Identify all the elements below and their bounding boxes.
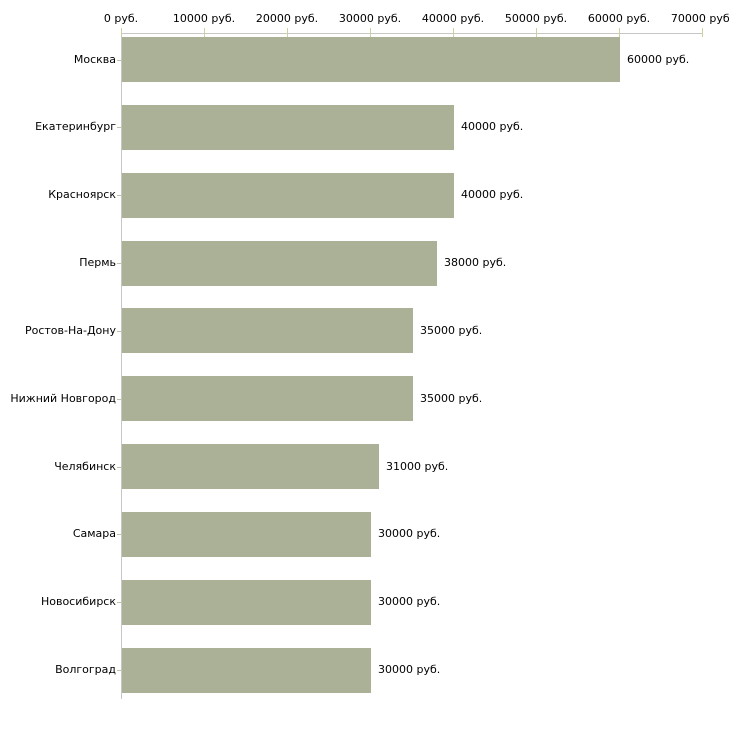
- bar: [122, 376, 413, 422]
- x-axis-tick: [702, 28, 703, 37]
- x-axis-tick-label: 40000 руб.: [421, 12, 485, 25]
- bar-value-label: 30000 руб.: [378, 663, 441, 677]
- bar-value-label: 30000 руб.: [378, 595, 441, 609]
- bar: [122, 444, 379, 490]
- bar: [122, 172, 454, 218]
- bar: [122, 37, 620, 82]
- x-axis-line: [121, 33, 702, 34]
- category-label: Екатеринбург: [35, 120, 116, 134]
- y-axis-tick: [117, 263, 121, 265]
- x-axis-tick-label: 60000 руб.: [587, 12, 651, 25]
- category-label: Новосибирск: [40, 595, 116, 609]
- y-axis-tick: [117, 534, 121, 536]
- y-axis-tick: [117, 398, 121, 400]
- x-axis-tick: [204, 28, 205, 37]
- y-axis-tick: [117, 195, 121, 197]
- category-label: Нижний Новгород: [10, 391, 116, 405]
- category-label: Ростов-На-Дону: [24, 323, 116, 337]
- bar-value-label: 40000 руб.: [461, 120, 524, 134]
- x-axis-tick-label: 70000 руб.: [670, 12, 730, 25]
- y-axis-tick: [117, 602, 121, 604]
- bar: [122, 104, 454, 150]
- bar: [122, 308, 413, 354]
- y-axis-tick: [117, 330, 121, 332]
- category-label: Красноярск: [48, 188, 116, 202]
- category-label: Самара: [72, 527, 116, 541]
- bar: [122, 240, 437, 286]
- bar-value-label: 30000 руб.: [378, 527, 441, 541]
- bar-value-label: 35000 руб.: [420, 323, 483, 337]
- category-label: Челябинск: [54, 459, 116, 473]
- x-axis-tick-label: 10000 руб.: [172, 12, 236, 25]
- x-axis-tick-label: 50000 руб.: [504, 12, 568, 25]
- y-axis-tick: [117, 466, 121, 468]
- x-axis-tick-label: 0 руб.: [103, 12, 139, 25]
- x-axis-tick: [287, 28, 288, 37]
- x-axis-tick: [453, 28, 454, 37]
- x-axis-tick: [536, 28, 537, 37]
- bar-value-label: 31000 руб.: [386, 459, 449, 473]
- bar: [122, 511, 371, 557]
- x-axis-tick: [370, 28, 371, 37]
- y-axis-tick: [117, 127, 121, 129]
- bar-value-label: 60000 руб.: [627, 52, 690, 66]
- y-axis-tick: [117, 670, 121, 672]
- y-axis-line: [121, 33, 122, 699]
- category-label: Пермь: [79, 256, 116, 270]
- bar: [122, 647, 371, 693]
- bar: [122, 579, 371, 625]
- bar-value-label: 38000 руб.: [444, 256, 507, 270]
- x-axis-tick: [619, 28, 620, 37]
- x-axis-tick-label: 20000 руб.: [255, 12, 319, 25]
- category-label: Москва: [73, 52, 116, 66]
- category-label: Волгоград: [55, 663, 116, 677]
- bar-value-label: 40000 руб.: [461, 188, 524, 202]
- x-axis-tick: [121, 28, 122, 37]
- y-axis-tick: [117, 59, 121, 61]
- bar-value-label: 35000 руб.: [420, 391, 483, 405]
- x-axis-tick-label: 30000 руб.: [338, 12, 402, 25]
